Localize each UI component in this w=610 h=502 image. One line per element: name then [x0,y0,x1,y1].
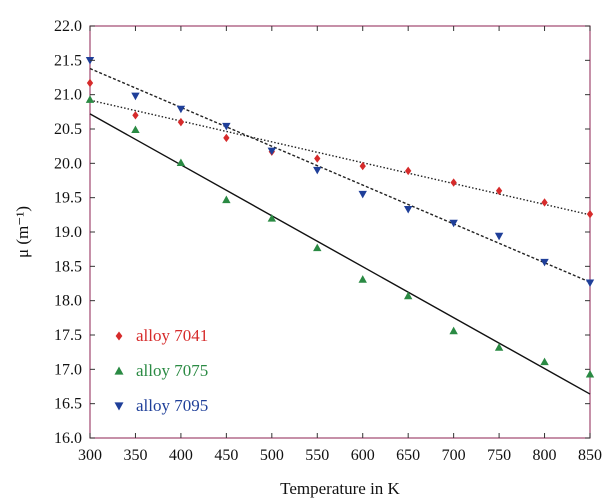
x-tick-label: 300 [78,447,102,464]
data-point-series-3 [131,92,140,101]
y-tick-label: 22.0 [54,18,82,35]
y-tick-label: 18.5 [54,258,82,275]
fit-line-series-2 [89,113,591,395]
data-point-series-1 [586,209,594,219]
x-axis-title: Temperature in K [280,479,400,498]
data-point-series-3 [358,190,367,199]
x-tick-label: 700 [442,447,466,464]
y-tick-label: 16.5 [54,396,82,413]
data-point-series-1 [223,133,230,143]
data-point-series-2 [494,343,504,351]
fit-lines [89,67,591,395]
data-point-series-2 [131,125,140,134]
y-tick-label: 18.0 [54,293,82,310]
data-point-series-2 [403,291,413,300]
data-point-series-3 [585,279,595,288]
data-point-series-3 [494,232,504,241]
legend-label: alloy 7095 [136,396,208,415]
data-point-series-2 [267,214,277,222]
legend-label: alloy 7075 [136,361,208,380]
y-tick-label: 21.5 [54,52,82,69]
data-point-series-1 [405,166,412,176]
x-tick-label: 500 [260,447,284,464]
x-tick-label: 800 [533,447,557,464]
x-tick-label: 600 [351,447,375,464]
x-tick-label: 850 [578,447,602,464]
fit-line-series-1 [89,99,591,216]
y-tick-label: 16.0 [54,430,82,447]
y-axis-ticks: 16.0 16.5 17.0 17.5 18.0 18.5 19.0 19.5 20.0 20.5… [54,18,590,447]
y-tick-label: 17.5 [54,327,82,344]
legend-marker [114,366,124,375]
data-point-series-3 [403,205,413,214]
x-tick-label: 450 [214,447,238,464]
y-tick-label: 19.5 [54,190,82,207]
data-point-series-1 [450,178,457,187]
data-point-series-3 [222,122,231,131]
y-tick-label: 19.0 [54,224,82,241]
data-point-series-2 [449,326,458,335]
x-tick-label: 750 [487,447,511,464]
legend-marker [115,331,123,341]
data-points [85,56,595,378]
data-point-series-1 [495,186,503,195]
y-tick-label: 21.0 [54,87,82,104]
data-point-series-1 [314,154,321,163]
data-point-series-2 [176,158,186,167]
data-point-series-2 [313,243,322,252]
y-axis-title: μ (m⁻¹) [13,206,32,258]
x-tick-label: 650 [396,447,420,464]
data-point-series-2 [585,369,595,378]
data-point-series-3 [540,258,549,267]
x-tick-label: 550 [305,447,329,464]
x-tick-label: 400 [169,447,193,464]
x-axis-ticks: 300 350 400 450 500 550 600 650 700 750 800 850 [78,26,602,464]
data-point-series-1 [541,198,548,207]
data-point-series-3 [176,105,186,114]
x-tick-label: 350 [123,447,147,464]
y-tick-label: 17.0 [54,361,82,378]
data-point-series-1 [86,78,94,88]
data-point-series-3 [313,166,322,175]
fit-line-series-3 [89,67,591,283]
data-point-series-1 [177,117,185,127]
data-point-series-3 [449,219,458,228]
data-point-series-1 [359,161,366,171]
legend: alloy 7041 alloy 7075 alloy 7095 [114,326,208,415]
y-tick-label: 20.5 [54,121,82,138]
data-point-series-2 [540,357,549,366]
legend-marker [114,402,124,411]
data-point-series-2 [85,95,95,103]
plot-frame [89,25,591,439]
data-point-series-3 [267,147,277,156]
data-point-series-2 [358,275,367,283]
y-tick-label: 20.0 [54,155,82,172]
legend-label: alloy 7041 [136,326,208,345]
data-point-series-2 [222,195,231,204]
data-point-series-1 [132,111,139,120]
